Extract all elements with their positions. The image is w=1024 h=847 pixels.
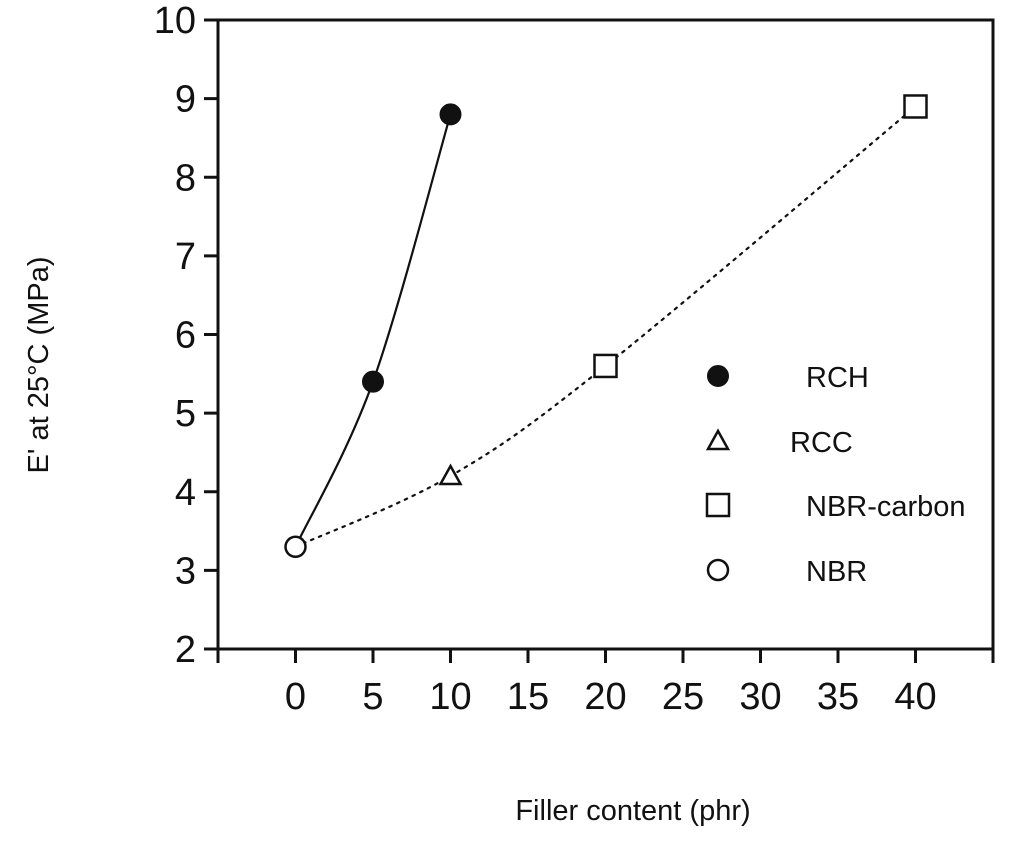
y-tick-label: 8 xyxy=(175,157,196,199)
x-tick-label: 15 xyxy=(507,676,549,718)
x-tick-label: 5 xyxy=(362,676,383,718)
data-point-nbr-carbon xyxy=(903,94,928,119)
legend: RCH RCC NBR-carbon NBR xyxy=(705,362,966,588)
legend-label-rcc: RCC xyxy=(790,427,853,459)
ticks-layer: 0 5 10 15 20 25 30 35 40 2 3 4 5 6 7 8 9 10 xyxy=(154,0,995,718)
x-tick-label: 25 xyxy=(662,676,704,718)
y-tick-label: 3 xyxy=(175,550,196,592)
legend-label-nbr-carbon: NBR-carbon xyxy=(806,491,966,523)
data-points-layer xyxy=(284,94,928,559)
x-tick-label: 30 xyxy=(739,676,781,718)
trend-lines-layer xyxy=(294,105,917,548)
legend-label-nbr: NBR xyxy=(806,556,867,588)
legend-marker-rcc xyxy=(705,428,731,451)
x-tick-label: 40 xyxy=(894,676,936,718)
data-point-rch xyxy=(439,103,462,126)
legend-marker-nbr-carbon xyxy=(705,492,731,518)
y-tick-label: 2 xyxy=(175,629,196,671)
legend-label-rch: RCH xyxy=(806,362,869,394)
data-point-rch xyxy=(362,370,384,393)
y-axis-title: E' at 25°C (MPa) xyxy=(23,257,55,474)
legend-marker-rch xyxy=(707,365,729,387)
y-tick-label: 4 xyxy=(175,472,196,514)
x-tick-label: 10 xyxy=(429,676,471,718)
x-tick-label: 0 xyxy=(285,676,306,718)
data-point-nbr-carbon xyxy=(593,353,618,379)
solid-trend-line xyxy=(294,114,452,548)
x-axis-title: Filler content (phr) xyxy=(515,795,750,827)
data-point-nbr xyxy=(284,535,307,559)
legend-marker-nbr xyxy=(706,558,730,582)
y-tick-label: 10 xyxy=(154,0,196,42)
x-tick-label: 35 xyxy=(817,676,859,718)
dotted-trend-line xyxy=(294,105,917,548)
y-tick-label: 6 xyxy=(175,315,196,357)
data-point-rcc xyxy=(438,463,463,486)
y-tick-label: 7 xyxy=(175,236,196,278)
y-tick-label: 9 xyxy=(175,79,196,121)
y-tick-label: 5 xyxy=(175,393,196,435)
x-tick-label: 20 xyxy=(584,676,626,718)
plot-frame xyxy=(216,18,995,651)
